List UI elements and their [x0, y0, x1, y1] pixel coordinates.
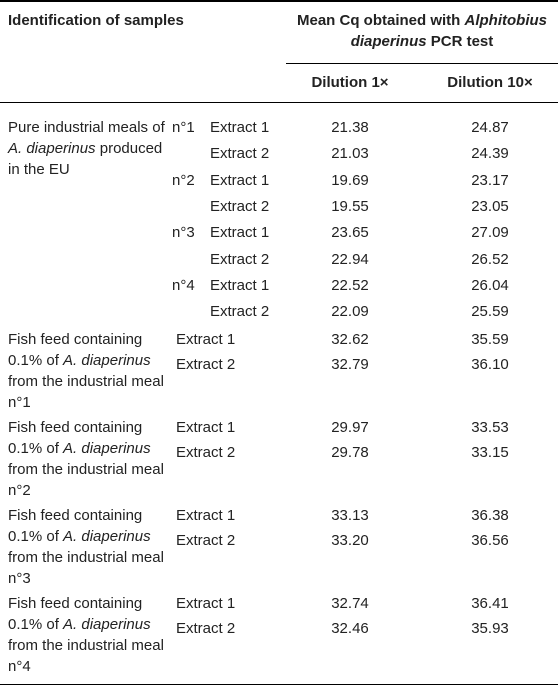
cq-dilution-1x: 32.46	[331, 620, 369, 637]
pure-meals-species: A. diaperinus	[8, 140, 96, 157]
extract-label: Extract 1	[176, 507, 236, 524]
fish-label-species: A. diaperinus	[63, 616, 151, 633]
extract-label: Extract 1	[210, 277, 270, 294]
cq-dilution-1x: 22.52	[331, 277, 369, 294]
fish-label-line2: 0.1% of A. diaperinus	[8, 616, 151, 634]
extract-label: Extract 1	[176, 595, 236, 612]
fish-label-species: A. diaperinus	[63, 528, 151, 545]
cq-dilution-1x: 29.78	[331, 444, 369, 461]
extract-label: Extract 2	[176, 356, 236, 373]
cq-dilution-10x: 23.05	[471, 198, 509, 215]
cq-dilution-10x: 24.39	[471, 145, 509, 162]
pure-meals-produced: produced	[95, 140, 163, 157]
cq-dilution-10x: 24.87	[471, 119, 509, 136]
meal-number: n°2	[172, 172, 195, 189]
header-dilution-1x: Dilution 1×	[311, 74, 389, 91]
fish-label-line3: from the industrial meal	[8, 637, 164, 654]
extract-label: Extract 1	[210, 172, 270, 189]
fish-label-percent: 0.1% of	[8, 528, 64, 545]
fish-label-line2: 0.1% of A. diaperinus	[8, 528, 151, 546]
pure-meals-label-line2: A. diaperinus produced	[8, 140, 162, 158]
fish-label-line1: Fish feed containing	[8, 331, 143, 348]
fish-label-species: A. diaperinus	[63, 440, 151, 457]
cq-dilution-1x: 33.13	[331, 507, 369, 524]
header-identification: Identification of samples	[8, 12, 184, 29]
header-mean-cq-pcr: PCR test	[426, 33, 494, 50]
fish-label-line1: Fish feed containing	[8, 595, 143, 612]
meal-number: n°4	[172, 277, 195, 294]
cq-dilution-1x: 23.65	[331, 224, 369, 241]
fish-label-line3: from the industrial meal	[8, 461, 164, 478]
bottom-rule	[0, 684, 558, 685]
cq-dilution-10x: 23.17	[471, 172, 509, 189]
cq-dilution-10x: 27.09	[471, 224, 509, 241]
header-mean-cq-genus: Alphitobius	[464, 12, 548, 29]
fish-label-line3: from the industrial meal	[8, 549, 164, 566]
cq-dilution-10x: 33.15	[471, 444, 509, 461]
cq-dilution-1x: 29.97	[331, 419, 369, 436]
cq-dilution-1x: 22.09	[331, 303, 369, 320]
cq-dilution-10x: 35.59	[471, 331, 509, 348]
fish-label-line3: from the industrial meal	[8, 373, 164, 390]
cq-dilution-1x: 21.38	[331, 119, 369, 136]
top-rule	[0, 0, 558, 2]
fish-label-line2: 0.1% of A. diaperinus	[8, 440, 151, 458]
header-mean-cq-text: Mean Cq obtained with	[297, 12, 465, 29]
cq-dilution-1x: 32.74	[331, 595, 369, 612]
fish-label-line4: n°1	[8, 394, 31, 411]
extract-label: Extract 1	[176, 419, 236, 436]
fish-label-line4: n°4	[8, 658, 31, 675]
cq-dilution-1x: 33.20	[331, 532, 369, 549]
cq-dilution-10x: 26.52	[471, 251, 509, 268]
header-mean-cq-species: diaperinus	[350, 33, 427, 50]
mean-header-rule	[286, 63, 558, 64]
cq-dilution-10x: 26.04	[471, 277, 509, 294]
extract-label: Extract 2	[176, 444, 236, 461]
meal-number: n°3	[172, 224, 195, 241]
header-dilution-10x: Dilution 10×	[447, 74, 533, 91]
header-mean-cq-line2: diaperinus PCR test	[286, 33, 558, 51]
extract-label: Extract 2	[210, 303, 270, 320]
fish-label-line4: n°2	[8, 482, 31, 499]
cq-dilution-10x: 36.38	[471, 507, 509, 524]
cq-dilution-1x: 21.03	[331, 145, 369, 162]
extract-label: Extract 1	[210, 224, 270, 241]
extract-label: Extract 2	[176, 620, 236, 637]
fish-label-species: A. diaperinus	[63, 352, 151, 369]
fish-label-line1: Fish feed containing	[8, 419, 143, 436]
extract-label: Extract 1	[210, 119, 270, 136]
extract-label: Extract 2	[210, 198, 270, 215]
header-bottom-rule	[0, 102, 558, 103]
extract-label: Extract 2	[210, 145, 270, 162]
fish-label-line2: 0.1% of A. diaperinus	[8, 352, 151, 370]
extract-label: Extract 1	[176, 331, 236, 348]
pure-meals-label-line3: in the EU	[8, 161, 70, 178]
fish-label-line1: Fish feed containing	[8, 507, 143, 524]
fish-label-line4: n°3	[8, 570, 31, 587]
pure-meals-label-line1: Pure industrial meals of	[8, 119, 165, 136]
cq-dilution-10x: 25.59	[471, 303, 509, 320]
cq-dilution-10x: 36.10	[471, 356, 509, 373]
meal-number: n°1	[172, 119, 195, 136]
cq-dilution-1x: 32.79	[331, 356, 369, 373]
extract-label: Extract 2	[176, 532, 236, 549]
fish-label-percent: 0.1% of	[8, 440, 64, 457]
cq-dilution-1x: 19.55	[331, 198, 369, 215]
fish-label-percent: 0.1% of	[8, 616, 64, 633]
cq-dilution-10x: 33.53	[471, 419, 509, 436]
cq-dilution-1x: 32.62	[331, 331, 369, 348]
cq-dilution-1x: 22.94	[331, 251, 369, 268]
cq-dilution-1x: 19.69	[331, 172, 369, 189]
extract-label: Extract 2	[210, 251, 270, 268]
cq-dilution-10x: 36.41	[471, 595, 509, 612]
header-mean-cq-line1: Mean Cq obtained with Alphitobius	[286, 12, 558, 30]
fish-label-percent: 0.1% of	[8, 352, 64, 369]
cq-dilution-10x: 35.93	[471, 620, 509, 637]
cq-dilution-10x: 36.56	[471, 532, 509, 549]
